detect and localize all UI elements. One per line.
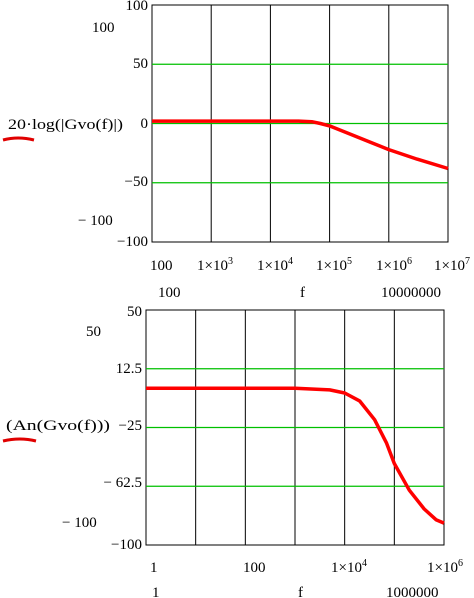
y-tick-label: −25	[119, 418, 142, 434]
x-tick-label: 100	[243, 560, 266, 576]
x-tick-label: 1×107	[434, 256, 470, 274]
magnitude-x-ticks: 100 1×103 1×104 1×105 1×106 1×107	[150, 256, 470, 274]
x-tick-base: 1×10	[434, 258, 465, 274]
x-tick-exp: 6	[458, 558, 463, 569]
phase-y-axis-label: (An(Gvo(f)))	[2, 418, 110, 443]
y-outer-label-top: 100	[92, 20, 115, 36]
y-tick-label: −100	[117, 234, 148, 250]
x-tick-label: 1	[150, 560, 158, 576]
x-axis-label: f	[300, 285, 305, 301]
series-line	[152, 119, 449, 171]
x-tick-label: 1×104	[257, 256, 293, 274]
x-tick-base: 1×10	[316, 258, 347, 274]
magnitude-series	[152, 119, 449, 171]
y-tick-label: 12.5	[116, 361, 142, 377]
y-tick-label: −100	[111, 537, 142, 553]
y-tick-label: 100	[126, 0, 149, 14]
x-tick-base: 1×10	[197, 258, 228, 274]
x-tick-base: 1×10	[376, 258, 407, 274]
y-tick-label: −50	[125, 174, 148, 190]
magnitude-grid	[152, 5, 448, 242]
magnitude-chart: 100 50 0 −50 −100 100 − 100 20·log(|Gvo(…	[2, 0, 470, 301]
x-outer-label-right: 1000000	[386, 585, 439, 598]
x-tick-label: 1×105	[316, 256, 352, 274]
x-tick-base: 100	[243, 560, 266, 576]
phase-series	[146, 386, 445, 525]
x-tick-label: 1×106	[376, 256, 412, 274]
magnitude-y-axis-label: 20·log(|Gvo(f)|)	[2, 117, 123, 142]
series-line	[146, 386, 445, 525]
x-outer-label-left: 1	[152, 585, 160, 598]
y-axis-label: (An(Gvo(f)))	[6, 418, 110, 434]
x-tick-exp: 5	[347, 256, 352, 267]
x-tick-exp: 7	[465, 256, 470, 267]
y-axis-label: 20·log(|Gvo(f)|)	[8, 117, 123, 133]
x-outer-label-left: 100	[158, 285, 181, 301]
x-tick-base: 1	[150, 560, 158, 576]
x-tick-label: 100	[150, 258, 173, 274]
x-tick-exp: 4	[362, 558, 367, 569]
y-tick-label: 50	[133, 56, 148, 72]
phase-chart: 50 12.5 −25 − 62.5 −100 50 − 100 (An(Gvo…	[2, 304, 463, 598]
x-tick-label: 1×104	[331, 558, 367, 576]
x-outer-label-right: 10000000	[381, 285, 441, 301]
y-tick-label: 0	[141, 116, 149, 132]
x-tick-base: 1×10	[427, 560, 458, 576]
phase-grid	[146, 310, 444, 545]
y-tick-label: − 62.5	[104, 475, 142, 491]
x-axis-label: f	[298, 585, 303, 598]
x-tick-label: 1×103	[197, 256, 233, 274]
phase-x-ticks: 1 100 1×104 1×106	[150, 558, 463, 576]
x-tick-exp: 3	[228, 256, 233, 267]
x-tick-base: 1×10	[257, 258, 288, 274]
x-tick-exp: 6	[407, 256, 412, 267]
x-tick-base: 100	[150, 258, 173, 274]
y-tick-label: 50	[127, 304, 142, 320]
y-outer-label-bottom: − 100	[62, 515, 97, 531]
x-tick-base: 1×10	[331, 560, 362, 576]
y-outer-label-top: 50	[86, 324, 101, 340]
x-tick-label: 1×106	[427, 558, 463, 576]
y-outer-label-bottom: − 100	[78, 213, 113, 229]
x-tick-exp: 4	[288, 256, 293, 267]
